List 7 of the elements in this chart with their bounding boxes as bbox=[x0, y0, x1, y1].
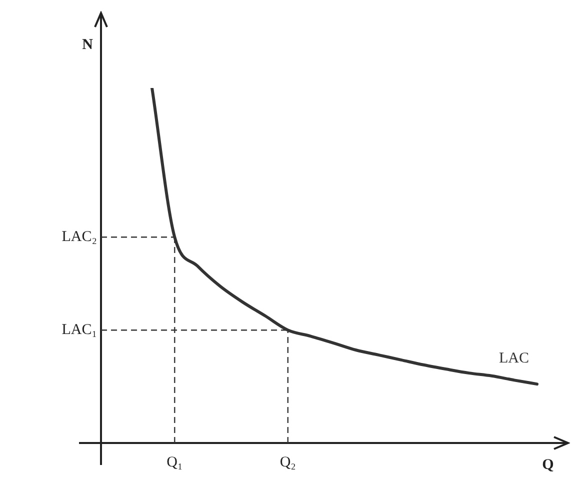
x-tick-label: Q₁ bbox=[166, 454, 183, 470]
ref-line-label: LAC₂ bbox=[62, 229, 97, 246]
series-label: LAC bbox=[499, 350, 529, 367]
x-tick-label: Q₂ bbox=[280, 454, 296, 470]
ref-line-label: LAC₁ bbox=[62, 322, 97, 338]
y-axis-title: N bbox=[82, 36, 94, 53]
x-axis-title: Q bbox=[542, 456, 554, 473]
